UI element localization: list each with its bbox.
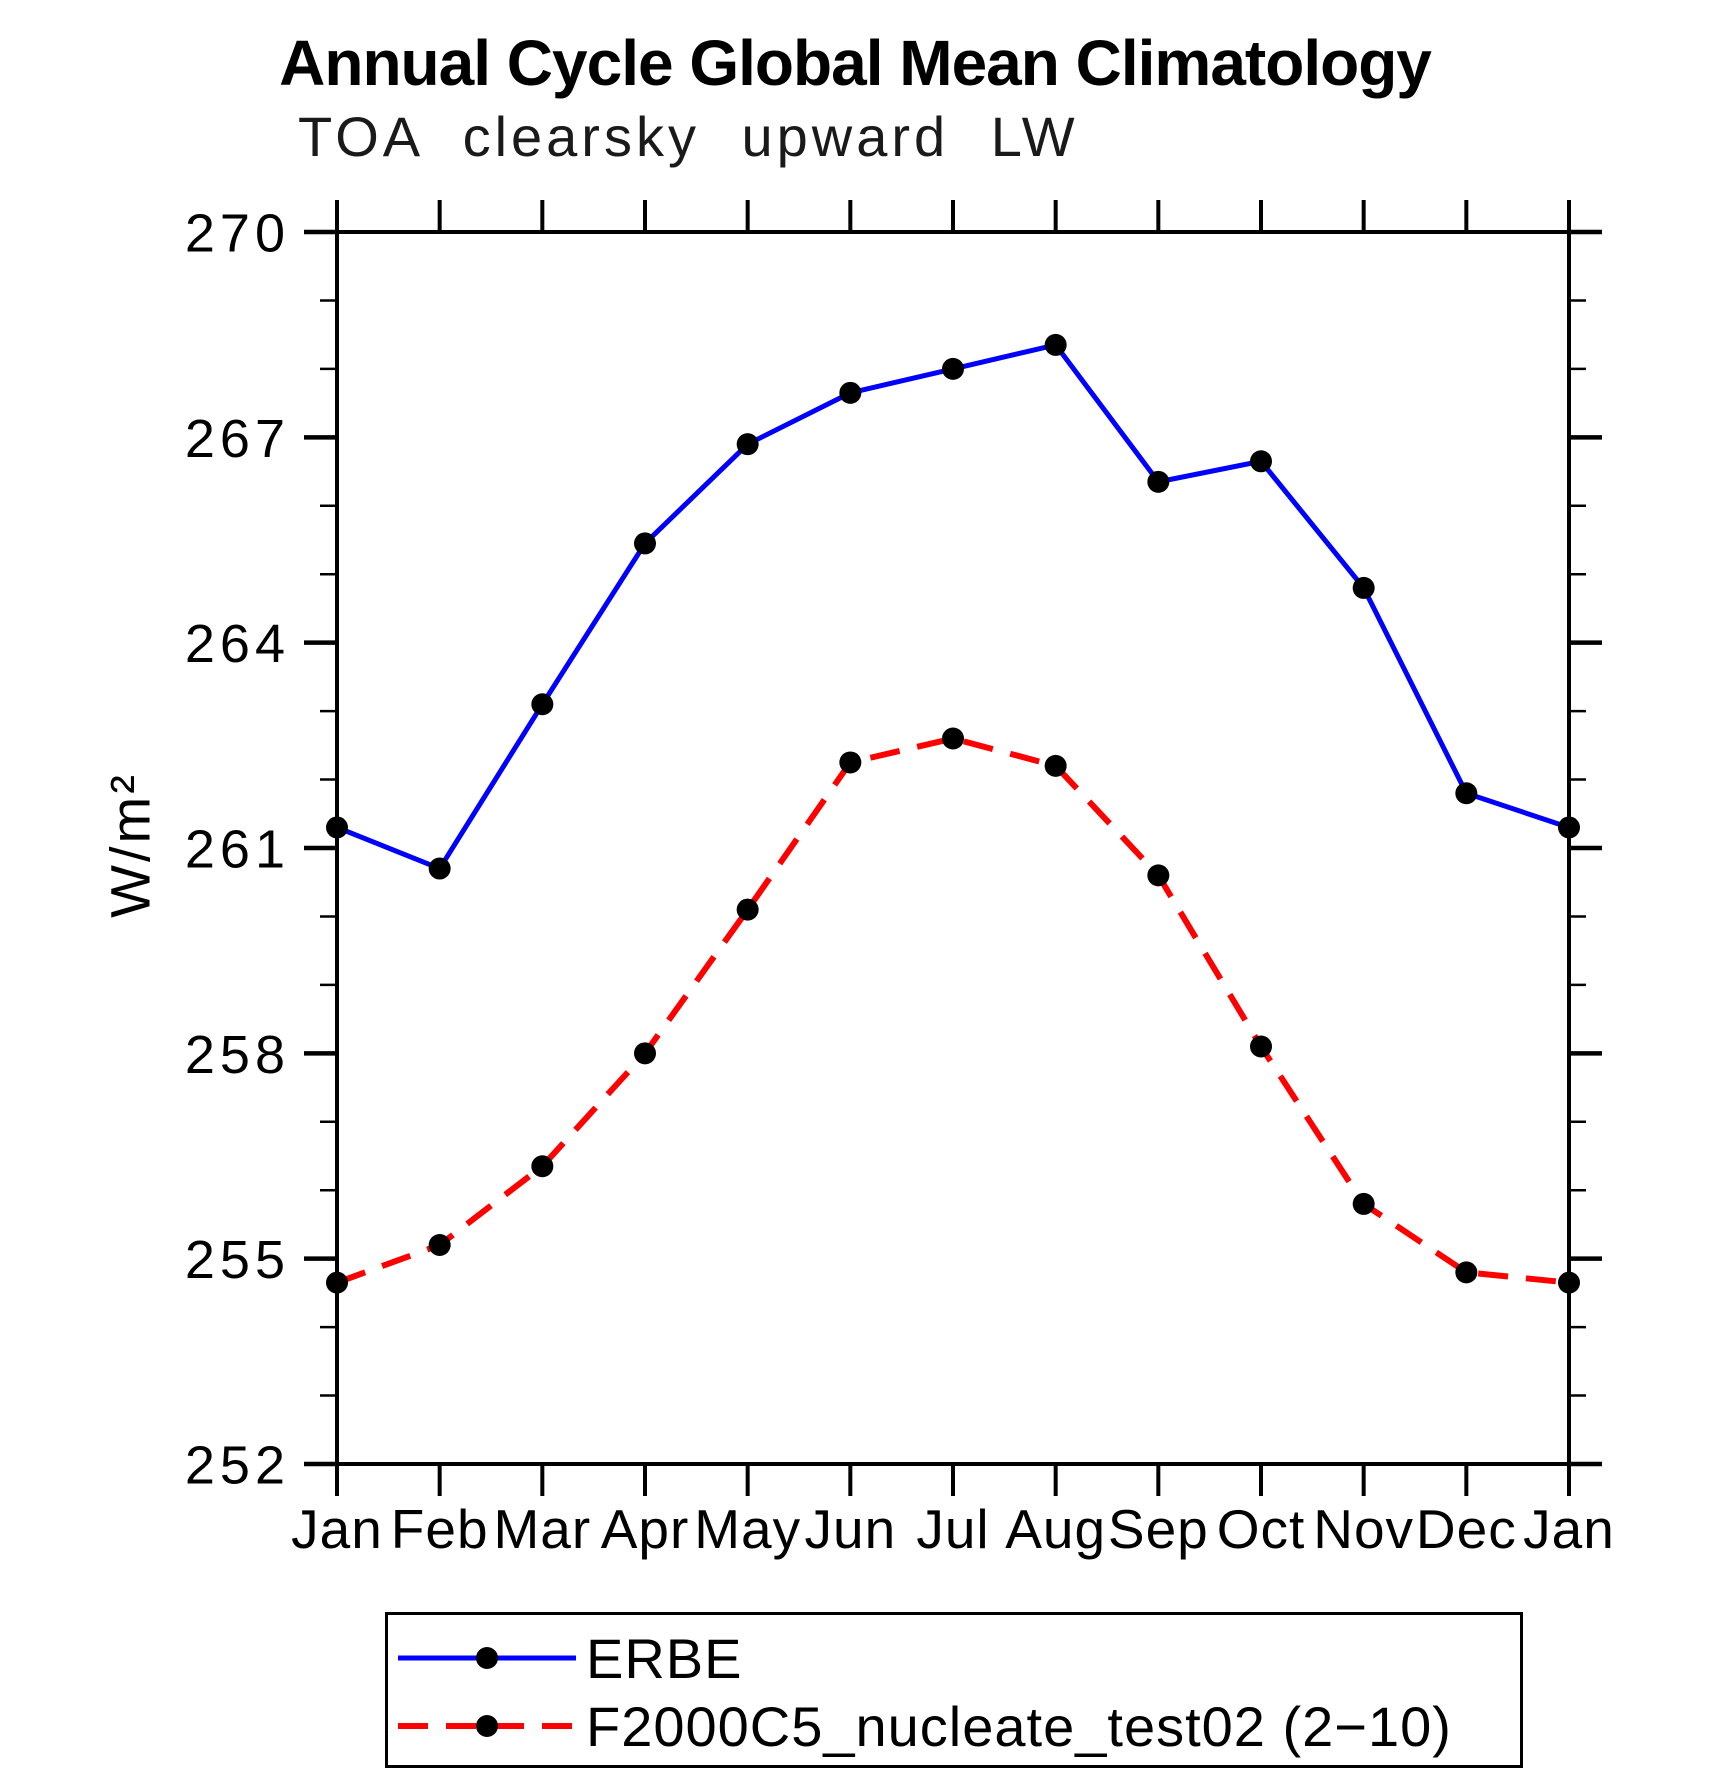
- legend-label-model: F2000C5_nucleate_test02 (2−10): [586, 1694, 1452, 1758]
- data-point-marker: [634, 532, 656, 555]
- y-tick-label: 267: [185, 409, 290, 469]
- series-line-1: [335, 735, 1570, 1286]
- x-tick-label: Jan: [1523, 1498, 1615, 1560]
- data-point-marker: [1352, 576, 1375, 599]
- data-point-marker: [1250, 1035, 1272, 1058]
- data-point-marker: [1558, 1271, 1580, 1294]
- y-tick-labels: 252 255 258 261 264 267 270: [185, 203, 290, 1495]
- data-point-marker: [1455, 1261, 1478, 1284]
- y-tick-label: 255: [185, 1230, 290, 1290]
- plot-frame: [335, 230, 1571, 1466]
- x-tick-label: Oct: [1217, 1498, 1306, 1560]
- legend-label-erbe: ERBE: [586, 1626, 743, 1690]
- x-tick-label: Mar: [493, 1498, 591, 1560]
- legend-item-model: F2000C5_nucleate_test02 (2−10): [396, 1694, 1520, 1758]
- series-line-0: [336, 342, 1570, 872]
- x-tick-label: Apr: [601, 1498, 690, 1560]
- data-point-marker: [428, 857, 451, 880]
- x-tick-label: Feb: [391, 1498, 489, 1560]
- legend-line-sample-model: [398, 1715, 576, 1737]
- x-tick-label: Jul: [916, 1498, 989, 1560]
- data-point-marker: [634, 1042, 656, 1065]
- y-tick-label: 264: [185, 614, 290, 674]
- legend-item-erbe: ERBE: [396, 1626, 1520, 1690]
- data-point-marker: [1250, 450, 1272, 473]
- x-tick-label: Jan: [291, 1498, 383, 1560]
- legend-box: ERBE F2000C5_nucleate_test02 (2−10): [385, 1612, 1523, 1768]
- data-point-marker: [1455, 782, 1478, 805]
- data-point-marker: [1352, 1192, 1375, 1215]
- data-point-marker: [326, 1271, 348, 1294]
- data-point-marker: [942, 727, 964, 750]
- chart-subtitle: TOA clearsky upward LW: [298, 105, 1079, 168]
- axis-ticks: [304, 200, 1602, 1496]
- data-point-marker: [531, 693, 554, 716]
- y-tick-label: 252: [185, 1435, 290, 1495]
- x-tick-label: Nov: [1313, 1498, 1414, 1560]
- data-series: [326, 333, 1580, 1294]
- legend-line-sample-erbe: [398, 1647, 576, 1669]
- data-point-marker: [1147, 470, 1170, 493]
- chart-title: Annual Cycle Global Mean Climatology: [279, 27, 1432, 99]
- x-tick-label: Jun: [804, 1498, 896, 1560]
- x-tick-label: Dec: [1416, 1498, 1517, 1560]
- data-point-marker: [839, 751, 862, 774]
- data-point-marker: [1044, 754, 1067, 777]
- data-point-marker: [839, 381, 862, 404]
- y-tick-label: 261: [185, 819, 290, 879]
- x-tick-label: May: [694, 1498, 801, 1560]
- data-point-marker: [736, 433, 759, 456]
- data-point-marker: [428, 1233, 451, 1256]
- data-point-marker: [1147, 864, 1170, 887]
- x-tick-label: Sep: [1108, 1498, 1209, 1560]
- data-point-marker: [531, 1155, 554, 1178]
- data-point-marker: [736, 898, 759, 921]
- x-tick-labels: Jan Feb Mar Apr May Jun Jul Aug Sep Oct Nov Dec Jan: [291, 1498, 1615, 1560]
- data-point-marker: [1558, 816, 1580, 839]
- data-point-marker: [942, 357, 964, 380]
- plot-border: [335, 230, 1571, 1466]
- x-tick-label: Aug: [1005, 1498, 1106, 1560]
- y-tick-label: 270: [185, 203, 290, 263]
- y-tick-label: 258: [185, 1025, 290, 1085]
- data-point-marker: [1044, 333, 1067, 356]
- data-point-marker: [326, 816, 348, 839]
